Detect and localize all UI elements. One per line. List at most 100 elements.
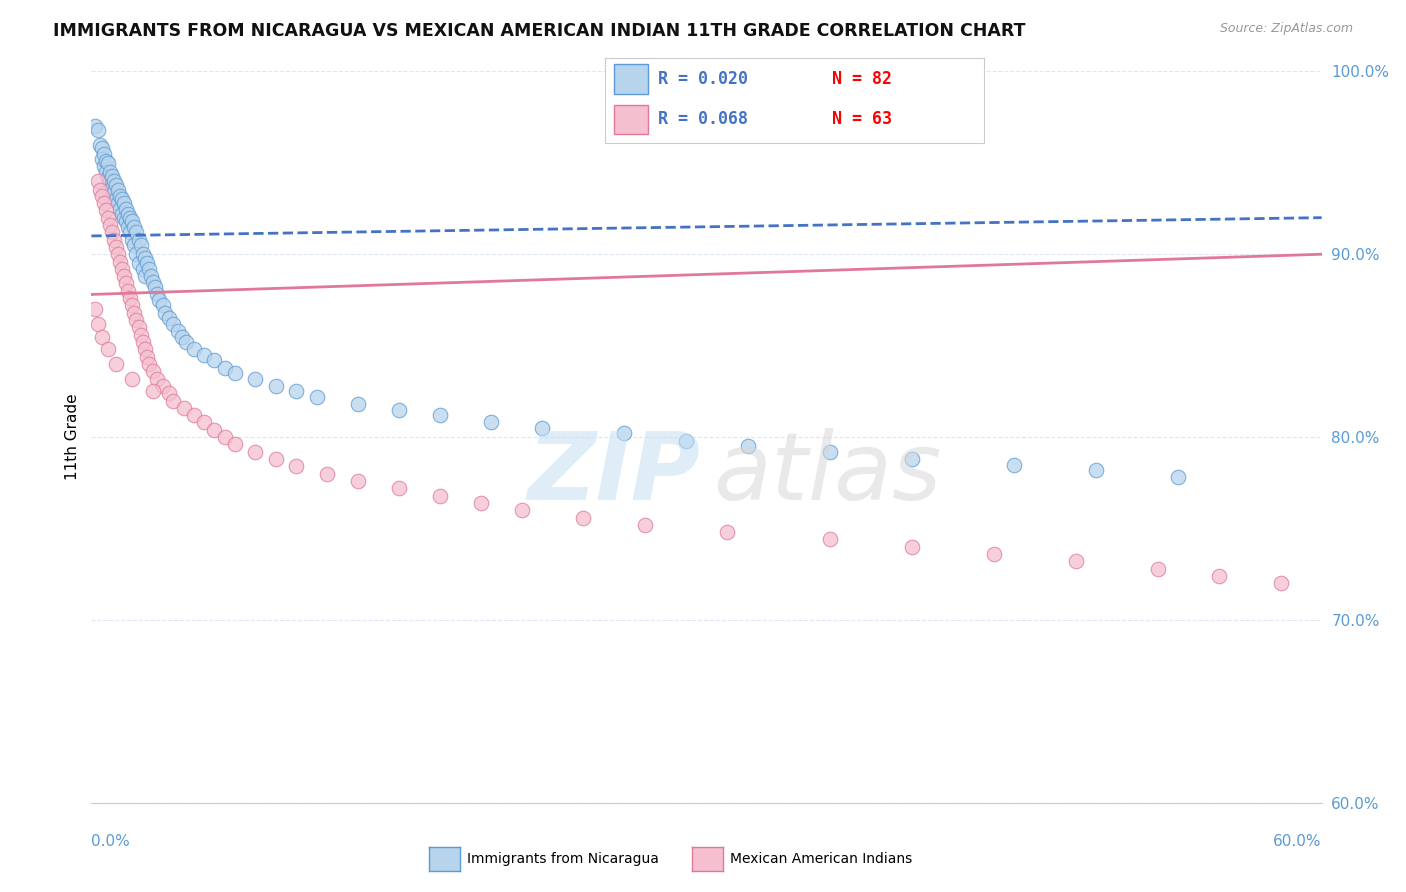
Point bbox=[183, 343, 205, 357]
Point bbox=[214, 430, 236, 444]
Point bbox=[183, 408, 205, 422]
Point bbox=[128, 256, 150, 270]
Point bbox=[675, 434, 697, 448]
Point bbox=[90, 152, 112, 166]
Point bbox=[139, 269, 162, 284]
Point bbox=[120, 211, 142, 225]
Point bbox=[117, 284, 139, 298]
Text: R = 0.020: R = 0.020 bbox=[658, 70, 748, 87]
Text: N = 82: N = 82 bbox=[832, 70, 893, 87]
Point bbox=[103, 185, 125, 199]
Text: atlas: atlas bbox=[713, 428, 941, 519]
Point bbox=[285, 384, 308, 399]
Point bbox=[94, 165, 117, 179]
Point bbox=[316, 467, 339, 481]
Point bbox=[900, 540, 922, 554]
Point bbox=[1085, 463, 1108, 477]
Point bbox=[97, 170, 120, 185]
Point bbox=[124, 238, 146, 252]
Point bbox=[134, 269, 156, 284]
Point bbox=[174, 334, 197, 349]
Point bbox=[202, 423, 225, 437]
Text: N = 63: N = 63 bbox=[832, 111, 893, 128]
Point bbox=[93, 160, 115, 174]
Text: 60.0%: 60.0% bbox=[1274, 834, 1322, 848]
Point bbox=[90, 329, 112, 343]
Y-axis label: 11th Grade: 11th Grade bbox=[65, 393, 80, 481]
Point bbox=[479, 416, 502, 430]
Point bbox=[121, 371, 143, 385]
Point bbox=[613, 426, 636, 441]
Bar bbox=[614, 104, 648, 134]
Point bbox=[162, 393, 184, 408]
Point bbox=[128, 320, 150, 334]
Point bbox=[97, 155, 120, 169]
Point bbox=[202, 353, 225, 368]
Point bbox=[108, 188, 131, 202]
Point bbox=[131, 261, 153, 276]
Point bbox=[120, 291, 142, 305]
Point bbox=[134, 343, 156, 357]
Point bbox=[135, 350, 157, 364]
Point bbox=[124, 219, 146, 234]
Point bbox=[131, 247, 153, 261]
Point bbox=[121, 214, 143, 228]
Point bbox=[1064, 554, 1087, 568]
Text: Mexican American Indians: Mexican American Indians bbox=[730, 852, 912, 866]
Point bbox=[716, 525, 738, 540]
Point bbox=[1167, 470, 1189, 484]
Point bbox=[94, 153, 117, 168]
Point bbox=[128, 233, 150, 247]
Point bbox=[388, 402, 411, 417]
Point bbox=[98, 174, 121, 188]
Text: R = 0.068: R = 0.068 bbox=[658, 111, 748, 128]
Point bbox=[124, 306, 146, 320]
Point bbox=[105, 357, 127, 371]
Point bbox=[347, 474, 370, 488]
Point bbox=[245, 444, 267, 458]
Bar bbox=[614, 64, 648, 94]
Point bbox=[98, 165, 121, 179]
Point bbox=[101, 181, 124, 195]
Point bbox=[125, 247, 148, 261]
Point bbox=[1270, 576, 1292, 591]
Point bbox=[112, 211, 135, 225]
Point bbox=[429, 408, 451, 422]
Point bbox=[285, 459, 308, 474]
Point bbox=[193, 416, 215, 430]
Point bbox=[818, 444, 841, 458]
Point bbox=[142, 275, 165, 289]
Point bbox=[111, 261, 134, 276]
Point bbox=[1208, 569, 1230, 583]
Point bbox=[142, 364, 165, 378]
Point bbox=[101, 169, 124, 183]
Point bbox=[131, 334, 153, 349]
Point bbox=[105, 192, 127, 206]
Point bbox=[148, 293, 170, 307]
Point bbox=[97, 211, 120, 225]
Text: ZIP: ZIP bbox=[527, 427, 700, 520]
Point bbox=[112, 269, 135, 284]
Point bbox=[146, 287, 169, 301]
Point bbox=[388, 481, 411, 495]
Point bbox=[121, 298, 143, 312]
Point bbox=[224, 366, 246, 380]
Point bbox=[103, 233, 125, 247]
Point bbox=[107, 247, 129, 261]
Point bbox=[142, 384, 165, 399]
Point bbox=[214, 360, 236, 375]
Point bbox=[143, 280, 166, 294]
Point bbox=[224, 437, 246, 451]
Point bbox=[134, 251, 156, 265]
Point bbox=[264, 379, 287, 393]
Point bbox=[245, 371, 267, 385]
Point bbox=[146, 371, 169, 385]
Point bbox=[166, 324, 188, 338]
Point bbox=[107, 196, 129, 211]
Point bbox=[103, 174, 125, 188]
Point bbox=[138, 357, 160, 371]
Text: 0.0%: 0.0% bbox=[91, 834, 131, 848]
Point bbox=[125, 313, 148, 327]
Point bbox=[152, 298, 174, 312]
Point bbox=[97, 343, 120, 357]
